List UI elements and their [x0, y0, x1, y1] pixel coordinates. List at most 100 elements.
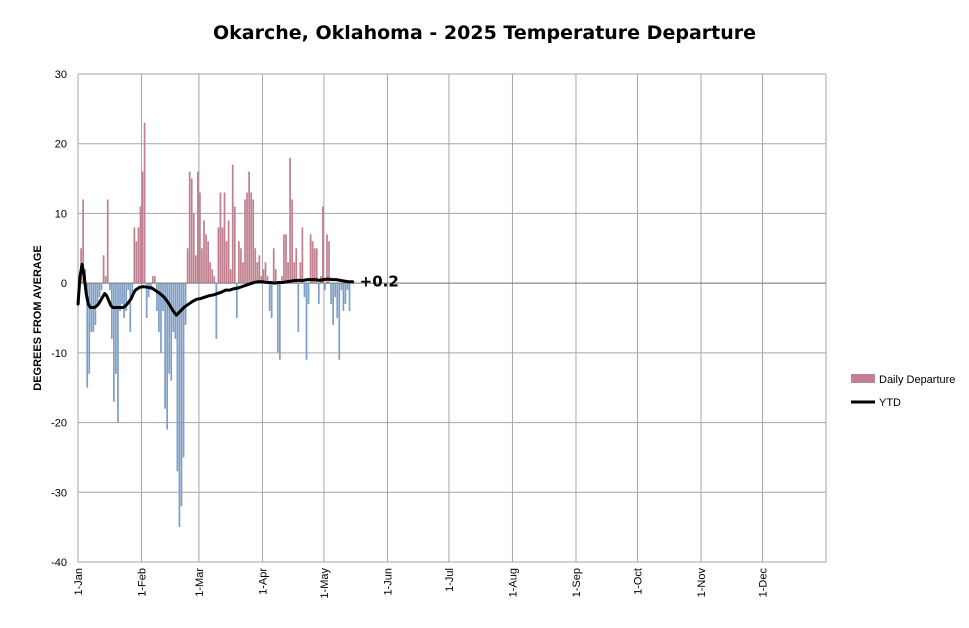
- daily-departure-bar: [313, 248, 316, 284]
- daily-departure-bar: [326, 234, 328, 284]
- daily-departure-bar: [303, 283, 306, 298]
- daily-departure-bar: [295, 248, 298, 284]
- chart-title: Okarche, Oklahoma - 2025 Temperature Dep…: [212, 22, 756, 44]
- daily-departure-bar: [115, 283, 117, 374]
- daily-departure-bar: [266, 276, 269, 284]
- daily-departure-bar: [125, 283, 128, 312]
- daily-departure-bar: [121, 283, 123, 305]
- daily-departure-bar: [133, 227, 136, 284]
- daily-departure-bar: [199, 192, 201, 284]
- daily-departure-bar: [340, 283, 343, 291]
- x-tick-label: 1-Apr: [257, 568, 269, 595]
- daily-departure-bar: [135, 241, 138, 284]
- daily-departure-bar: [291, 199, 294, 284]
- daily-departure-bar: [158, 283, 160, 332]
- daily-departure-bar: [164, 283, 166, 409]
- x-tick-label: 1-May: [319, 568, 331, 599]
- daily-departure-bar: [254, 248, 257, 284]
- daily-departure-bar: [113, 283, 115, 402]
- daily-departure-bar: [238, 241, 240, 284]
- annotations: +0.2: [360, 273, 399, 291]
- daily-departure-bar: [305, 283, 308, 360]
- x-tick-label: 1-Oct: [632, 568, 644, 595]
- daily-departure-bar: [117, 283, 119, 423]
- daily-departure-bar: [153, 276, 156, 284]
- daily-departure-bar: [270, 283, 273, 318]
- y-tick-label: -20: [51, 418, 67, 430]
- daily-departure-bar: [182, 283, 185, 458]
- daily-departure-bars: [78, 122, 351, 528]
- daily-departure-bar: [315, 248, 318, 284]
- daily-departure-bar: [297, 283, 300, 332]
- daily-departure-bar: [137, 227, 140, 284]
- daily-departure-bar: [348, 283, 351, 312]
- ytd-value-label: +0.2: [360, 273, 399, 291]
- x-tick-label: 1-Nov: [696, 568, 708, 598]
- daily-departure-bar: [88, 283, 91, 374]
- daily-departure-bar: [301, 227, 304, 284]
- daily-departure-bar: [219, 192, 222, 284]
- daily-departure-bar: [143, 122, 146, 284]
- x-tick-label: 1-Sep: [571, 568, 583, 597]
- daily-departure-bar: [221, 227, 224, 284]
- daily-departure-bar: [342, 283, 345, 312]
- x-tick-label: 1-Jun: [382, 568, 394, 596]
- daily-departure-bar: [209, 262, 212, 284]
- ytd-line: [76, 262, 355, 317]
- daily-departure-bar: [106, 199, 109, 284]
- daily-departure-bar: [166, 283, 169, 430]
- daily-departure-bar: [94, 283, 97, 325]
- daily-departure-bar: [176, 283, 179, 472]
- daily-departure-bar: [250, 192, 253, 284]
- x-tick-label: 1-Dec: [757, 568, 769, 598]
- daily-departure-bar: [293, 262, 296, 284]
- daily-departure-bar: [203, 220, 205, 284]
- daily-departure-bar: [278, 283, 281, 360]
- daily-departure-bar: [147, 283, 150, 298]
- daily-departure-bar: [100, 283, 103, 291]
- daily-departure-bar: [172, 283, 175, 332]
- daily-departure-bar: [344, 283, 347, 305]
- daily-departure-bar: [338, 283, 341, 360]
- y-tick-label: 0: [61, 278, 67, 290]
- daily-departure-bar: [231, 164, 234, 284]
- daily-departure-bar: [119, 283, 121, 312]
- daily-departure-bar: [285, 234, 287, 284]
- daily-departure-bar: [190, 178, 193, 284]
- daily-departure-bar: [317, 283, 320, 305]
- daily-departure-bar: [248, 171, 250, 284]
- daily-departure-bar: [272, 248, 275, 284]
- daily-departure-bar: [205, 234, 207, 284]
- daily-departure-bar: [151, 276, 154, 284]
- daily-departure-bar: [215, 283, 218, 339]
- daily-departure-bar: [174, 283, 177, 339]
- daily-departure-bar: [242, 262, 244, 284]
- x-tick-labels: 1-Jan 1-Feb 1-Mar 1-Apr 1-May 1-Jun 1-Jul 1-Aug…: [73, 568, 769, 599]
- daily-departure-bar: [197, 171, 199, 284]
- daily-departure-bar: [180, 283, 183, 507]
- daily-departure-bar: [252, 199, 255, 284]
- x-tick-label: 1-Aug: [507, 568, 519, 597]
- y-tick-label: -40: [51, 557, 67, 569]
- daily-departure-bar: [276, 283, 279, 353]
- y-tick-label: 30: [55, 69, 67, 81]
- daily-departure-bar: [346, 283, 349, 291]
- x-tick-label: 1-Jan: [73, 568, 85, 596]
- y-axis-label: DEGREES FROM AVERAGE: [32, 245, 44, 390]
- daily-departure-bar: [201, 248, 203, 284]
- daily-departure-bar: [131, 283, 134, 298]
- daily-departure-bar: [156, 283, 158, 312]
- daily-departure-bar: [96, 283, 99, 305]
- daily-departure-bar: [246, 192, 248, 284]
- legend-label-daily-departure: Daily Departure: [879, 374, 955, 386]
- daily-departure-bar: [258, 255, 261, 284]
- ytd-line-layer: [76, 262, 355, 317]
- daily-departure-bar: [82, 199, 84, 284]
- daily-departure-bar: [86, 283, 89, 388]
- daily-departure-bar: [192, 213, 195, 284]
- daily-departure-bar: [102, 255, 105, 284]
- daily-departure-bar: [309, 234, 312, 284]
- daily-departure-bar: [186, 248, 189, 284]
- daily-departure-bar: [108, 283, 111, 291]
